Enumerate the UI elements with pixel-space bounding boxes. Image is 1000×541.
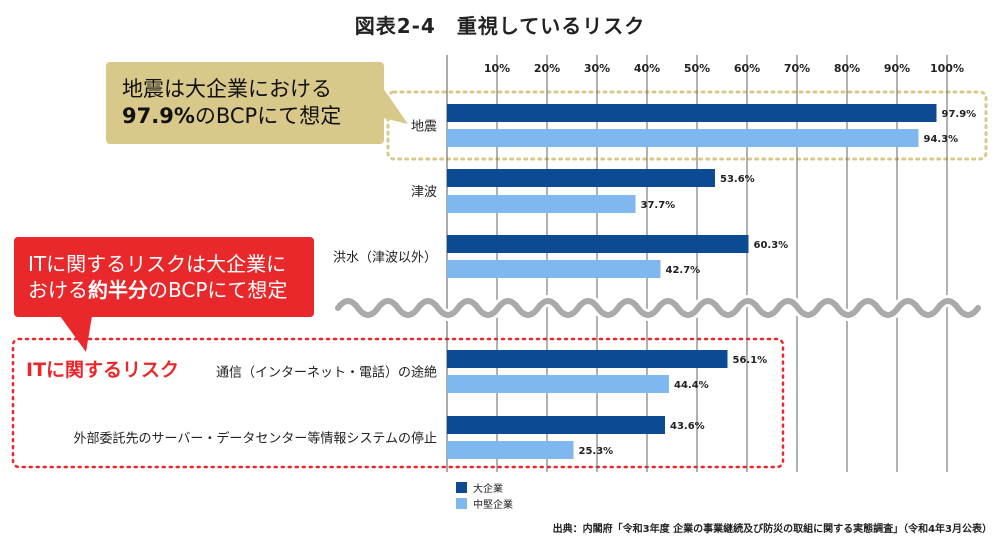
category-label-1: 津波 [411, 185, 437, 200]
legend-item-medium: 中堅企業 [456, 495, 513, 511]
bar-large-4 [447, 416, 665, 434]
tick-label-20: 20% [534, 62, 560, 75]
category-label-0: 地震 [411, 120, 437, 135]
value-label-medium-1: 37.7% [641, 200, 676, 211]
earthquake-callout: 地震は大企業における 97.9%のBCPにて想定 [106, 62, 384, 144]
tick-label-40: 40% [634, 62, 660, 75]
earthquake-callout-pointer [383, 88, 408, 124]
legend-label-large: 大企業 [473, 483, 503, 495]
legend-swatch-medium [456, 497, 467, 509]
value-label-medium-2: 42.7% [666, 265, 701, 276]
value-label-large-2: 60.3% [754, 240, 789, 251]
it-callout-line2: おける約半分のBCPにて想定 [28, 277, 314, 303]
it-callout: ITに関するリスクは大企業に おける約半分のBCPにて想定 [14, 237, 314, 317]
break-layer [333, 295, 983, 321]
value-label-medium-3: 44.4% [674, 380, 709, 391]
tick-label-80: 80% [834, 62, 860, 75]
bar-medium-4 [447, 441, 574, 459]
it-callout-pointer [60, 316, 92, 352]
legend-item-large: 大企業 [456, 479, 513, 495]
value-label-large-0: 97.9% [942, 109, 977, 120]
bar-layer [447, 104, 937, 459]
it-callout-bold: 約半分 [88, 278, 148, 302]
category-label-4: 外部委託先のサーバー・データセンター等情報システムの停止 [74, 431, 437, 447]
legend-label-medium: 中堅企業 [473, 499, 513, 511]
category-label-2: 洪水（津波以外） [333, 251, 437, 266]
bar-medium-3 [447, 375, 669, 393]
earthquake-callout-rest: のBCPにて想定 [194, 104, 342, 128]
chart-title: 図表2-4 重視しているリスク [354, 14, 646, 38]
earthquake-highlight-box [386, 90, 988, 161]
bar-medium-2 [447, 260, 661, 278]
tick-label-90: 90% [884, 62, 910, 75]
bar-large-3 [447, 350, 728, 368]
legend-swatch-large [456, 481, 467, 493]
legend: 大企業 中堅企業 [456, 479, 513, 511]
it-highlight-box [11, 337, 785, 469]
value-label-large-1: 53.6% [720, 174, 755, 185]
tick-layer: 10% 20% 30% 40% 50% 60% 70% 80% 90% 100% [484, 62, 964, 75]
tick-label-50: 50% [684, 62, 710, 75]
tick-label-100: 100% [930, 62, 964, 75]
source-note: 出典：内閣府「令和3年度 企業の事業継続及び防災の取組に関する実態調査」（令和4… [552, 524, 992, 535]
earthquake-callout-percent: 97.9% [122, 104, 195, 128]
bar-large-0 [447, 104, 937, 122]
bar-large-1 [447, 169, 715, 187]
value-label-medium-0: 94.3% [924, 134, 959, 145]
it-callout-pre: おける [28, 278, 88, 302]
axis-break-wave [335, 298, 981, 318]
it-callout-line1: ITに関するリスクは大企業に [28, 252, 287, 276]
label-layer: 97.9% 53.6% 60.3% 56.1% 43.6% 94.3% 37.7% 42.7%… [74, 109, 977, 457]
pointer-layer [60, 88, 408, 352]
category-label-3: 通信（インターネット・電話）の途絶 [216, 365, 437, 381]
bar-medium-0 [447, 129, 919, 147]
it-group-label: ITに関するリスク [26, 359, 180, 381]
tick-label-60: 60% [734, 62, 760, 75]
earthquake-callout-line1: 地震は大企業における [122, 76, 332, 101]
bar-large-2 [447, 235, 749, 253]
value-label-large-3: 56.1% [733, 355, 768, 366]
value-label-medium-4: 25.3% [579, 446, 614, 457]
value-label-large-4: 43.6% [670, 421, 705, 432]
tick-label-70: 70% [784, 62, 810, 75]
earthquake-callout-line2: 97.9%のBCPにて想定 [122, 103, 384, 130]
bar-medium-1 [447, 195, 636, 213]
it-callout-rest: のBCPにて想定 [148, 278, 288, 302]
tick-label-30: 30% [584, 62, 610, 75]
tick-label-10: 10% [484, 62, 510, 75]
